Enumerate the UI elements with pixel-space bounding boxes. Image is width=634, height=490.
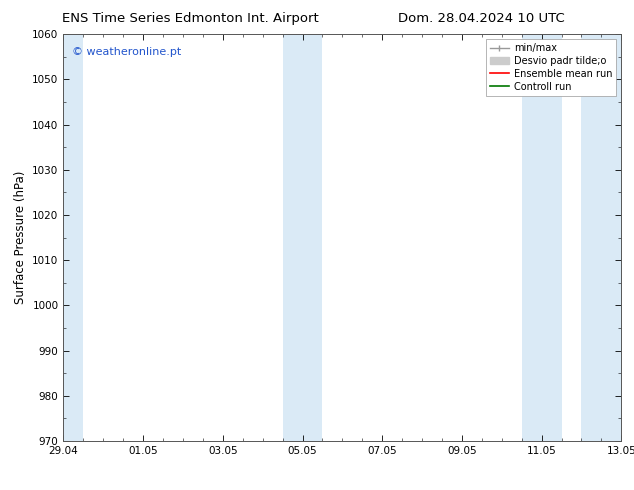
Bar (581, 34, 621, 441)
Text: © weatheronline.pt: © weatheronline.pt (72, 47, 181, 56)
Text: ENS Time Series Edmonton Int. Airport: ENS Time Series Edmonton Int. Airport (62, 12, 318, 25)
Bar (63, 34, 83, 441)
Y-axis label: Surface Pressure (hPa): Surface Pressure (hPa) (14, 171, 27, 304)
Bar (522, 34, 562, 441)
Legend: min/max, Desvio padr tilde;o, Ensemble mean run, Controll run: min/max, Desvio padr tilde;o, Ensemble m… (486, 39, 616, 96)
Text: Dom. 28.04.2024 10 UTC: Dom. 28.04.2024 10 UTC (398, 12, 566, 25)
Bar (283, 34, 323, 441)
